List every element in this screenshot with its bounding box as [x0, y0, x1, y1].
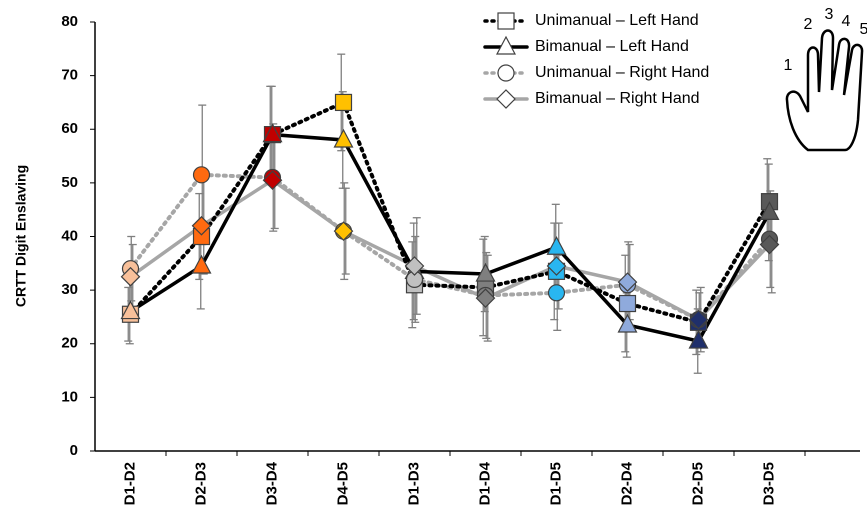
x-tick-label: D1-D3 — [405, 462, 422, 505]
marker — [262, 123, 283, 143]
marker — [475, 288, 496, 309]
y-tick-label: 20 — [61, 335, 78, 352]
marker — [120, 266, 141, 287]
marker — [546, 256, 567, 276]
marker — [262, 170, 283, 191]
marker — [191, 215, 212, 236]
marker — [404, 256, 425, 276]
marker — [688, 329, 709, 349]
x-tick-label: D1-D4 — [476, 461, 493, 505]
x-tick-label: D2-D4 — [618, 461, 635, 505]
hand-icon — [785, 29, 864, 152]
hand-digit-label: 4 — [842, 13, 851, 30]
y-tick-label: 50 — [61, 174, 78, 191]
marker — [333, 128, 354, 148]
marker — [617, 313, 638, 333]
legend-marker — [496, 35, 516, 55]
x-tick-label: D4-D5 — [334, 462, 351, 505]
x-tick-label: D1-D5 — [547, 462, 564, 505]
series-line — [128, 172, 772, 323]
series-line — [128, 132, 772, 344]
marker — [192, 166, 211, 184]
y-tick-label: 30 — [61, 281, 78, 298]
hand-digit-label: 2 — [804, 16, 813, 33]
series-line — [128, 99, 772, 325]
y-axis-label: CRTT Digit Enslaving — [13, 165, 29, 307]
hand-digit-label: 5 — [860, 21, 867, 38]
y-tick-label: 60 — [61, 120, 78, 137]
marker — [617, 272, 638, 292]
marker — [334, 93, 353, 112]
hand-digit-label: 3 — [825, 6, 834, 23]
marker — [759, 234, 780, 255]
x-tick-label: D2-D3 — [192, 462, 209, 505]
y-tick-label: 80 — [61, 13, 78, 30]
legend-label: Unimanual – Left Hand — [535, 12, 699, 29]
legend-label: Unimanual – Right Hand — [535, 64, 709, 81]
marker — [759, 201, 780, 220]
x-tick-label: D2-D5 — [689, 462, 706, 505]
y-tick-label: 0 — [70, 442, 78, 459]
x-tick-label: D3-D4 — [263, 461, 280, 505]
y-tick-label: 70 — [61, 67, 78, 84]
marker — [546, 235, 567, 255]
legend-label: Bimanual – Right Hand — [535, 90, 700, 107]
marker — [120, 300, 141, 320]
legend-marker — [497, 64, 515, 82]
marker — [688, 309, 709, 330]
y-tick-label: 40 — [61, 227, 78, 244]
legend-marker — [496, 89, 516, 109]
marker — [547, 284, 566, 302]
marker — [191, 254, 212, 274]
hand-digit-label: 1 — [784, 57, 793, 74]
marker — [333, 221, 354, 241]
marker — [618, 294, 637, 313]
y-tick-label: 10 — [61, 388, 78, 405]
x-tick-label: D1-D2 — [121, 462, 138, 505]
x-tick-label: D3-D5 — [760, 462, 777, 505]
legend-label: Bimanual – Left Hand — [535, 38, 689, 55]
legend-marker — [497, 12, 515, 30]
marker — [475, 262, 496, 282]
